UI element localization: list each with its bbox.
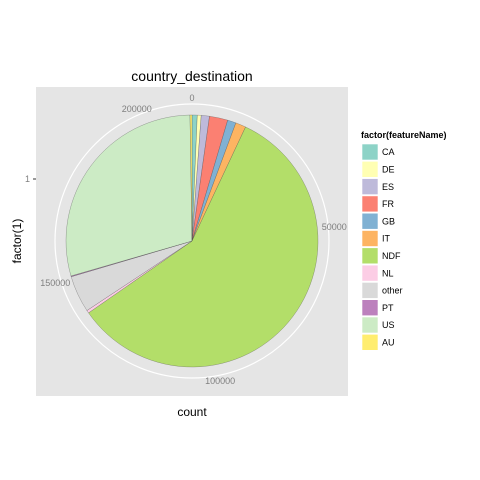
legend-key-us: [361, 316, 379, 334]
y-tick-label: 1: [25, 174, 30, 184]
radial-grid: [54, 103, 330, 379]
pie-slices: [65, 114, 319, 368]
legend-key-other: [361, 282, 379, 299]
radial-tick-label: 200000: [122, 104, 152, 114]
legend-key-gb: [361, 212, 379, 230]
radial-tick-label: 0: [189, 93, 194, 103]
pie-slice-us: [65, 114, 193, 277]
grid-circle: [54, 103, 330, 379]
radial-tick-labels: 0 50000 100000 150000 200000: [40, 93, 347, 386]
legend-label-au: AU: [382, 338, 395, 348]
pie-slice-ndf: [88, 126, 319, 368]
legend-label-nl: NL: [382, 268, 394, 278]
legend: CA DE ES FR GB IT NDF NL other PT US AU: [361, 143, 403, 351]
radial-tick-label: 100000: [205, 376, 235, 386]
pie-slice-au: [189, 114, 193, 242]
legend-key-nl: [361, 264, 379, 282]
legend-label-pt: PT: [382, 303, 394, 313]
chart-title: country_destination: [131, 68, 252, 84]
legend-label-us: US: [382, 320, 395, 330]
legend-label-fr: FR: [382, 199, 394, 209]
legend-key-au: [361, 333, 379, 351]
legend-key-ca: [361, 143, 379, 161]
legend-label-it: IT: [382, 234, 391, 244]
x-axis-title: count: [177, 405, 207, 419]
legend-key-es: [361, 178, 379, 195]
legend-key-fr: [361, 195, 379, 213]
legend-title: factor(featureName): [361, 130, 447, 140]
legend-key-de: [361, 161, 379, 178]
legend-key-pt: [361, 299, 379, 317]
radial-tick-label: 50000: [322, 222, 347, 232]
legend-key-it: [361, 230, 379, 247]
radial-tick-label: 150000: [40, 278, 70, 288]
y-axis-title: factor(1): [10, 219, 24, 264]
legend-label-gb: GB: [382, 216, 395, 226]
legend-key-ndf: [361, 247, 379, 265]
legend-label-ndf: NDF: [382, 251, 401, 261]
legend-label-de: DE: [382, 165, 395, 175]
legend-label-es: ES: [382, 182, 394, 192]
legend-label-ca: CA: [382, 147, 395, 157]
legend-label-other: other: [382, 286, 403, 296]
